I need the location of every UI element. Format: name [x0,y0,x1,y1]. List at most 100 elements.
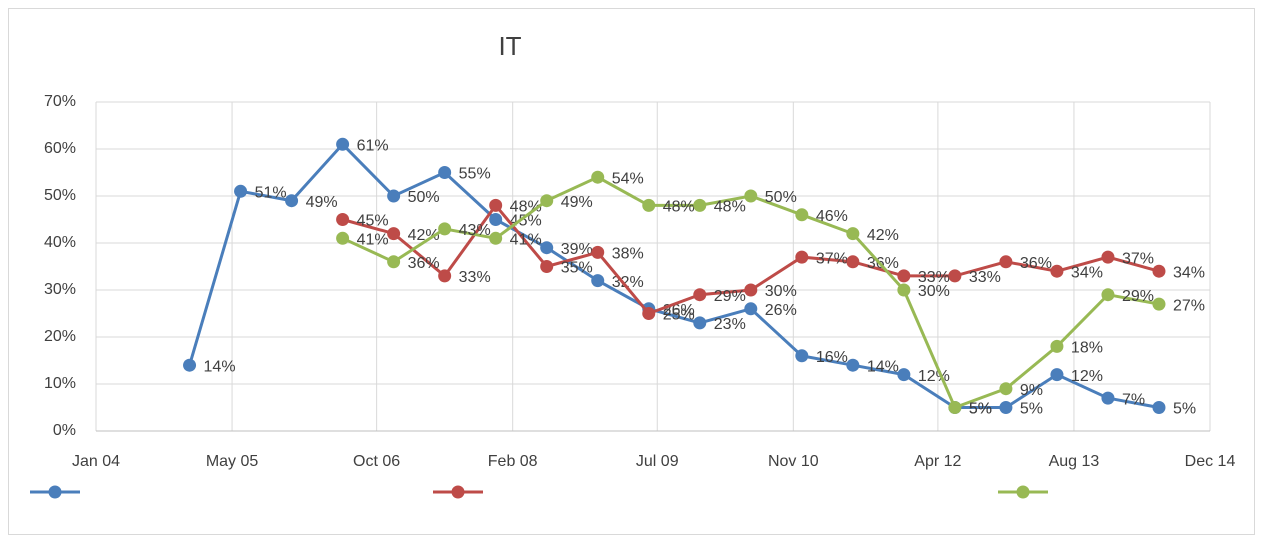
data-label: 23% [714,316,746,333]
data-point [387,189,401,203]
data-label: 36% [408,255,440,272]
data-label: 37% [816,250,848,267]
y-tick-label: 50% [44,187,76,204]
data-point [693,198,707,212]
data-point [744,302,758,316]
data-label: 50% [408,189,440,206]
data-point [489,213,503,226]
data-label: 29% [1122,288,1154,305]
data-point [744,189,758,203]
data-label: 5% [969,401,992,418]
data-point [1101,288,1115,302]
series-line [188,142,1160,409]
data-point [336,137,350,151]
data-point [999,255,1013,269]
data-point [1050,339,1064,353]
x-tick-label: Apr 12 [914,453,961,470]
data-point [438,222,452,236]
legend-marker [451,485,465,499]
data-point [591,170,605,184]
data-label: 55% [459,166,491,183]
y-tick-label: 70% [44,93,76,110]
data-point [897,368,911,382]
data-label: 14% [867,358,899,375]
data-label: 5% [1020,401,1043,418]
data-point [948,269,962,283]
data-point [846,358,860,372]
data-point [744,283,758,297]
data-label: 34% [1071,264,1103,281]
x-tick-label: Dec 14 [1185,453,1236,470]
data-label: 7% [1122,391,1145,408]
data-label: 45% [357,213,389,230]
data-label: 33% [918,269,950,286]
data-point [234,184,248,198]
data-label: 42% [867,227,899,244]
data-label: 35% [561,260,593,277]
data-label: 33% [969,269,1001,286]
data-label: 49% [306,194,338,211]
data-point [591,245,605,259]
data-point [540,241,554,255]
data-label: 36% [1020,255,1052,272]
data-label: 12% [1071,368,1103,385]
data-point [795,250,809,264]
data-point [540,194,554,208]
data-point [1101,391,1115,405]
data-point [489,231,503,245]
data-label: 30% [918,283,950,300]
data-point [183,358,197,372]
legend-marker [1016,485,1030,499]
data-label: 49% [561,194,593,211]
data-point [1050,368,1064,382]
data-label: 48% [663,199,695,216]
data-label: 38% [612,246,644,263]
data-point [387,255,401,269]
data-label: 29% [714,288,746,305]
data-point [948,401,962,414]
data-label: 5% [969,401,992,418]
data-label: 27% [1173,297,1205,314]
y-tick-label: 30% [44,281,76,298]
data-point [897,283,911,297]
data-label: 41% [510,232,542,249]
data-point [591,274,605,288]
data-label: 50% [765,189,797,206]
data-label: 48% [714,199,746,216]
data-label: 33% [459,269,491,286]
data-point [846,227,860,241]
data-label: 42% [408,227,440,244]
x-tick-label: Oct 06 [353,453,400,470]
data-label: 51% [255,185,287,202]
data-label: 36% [867,255,899,272]
data-point [438,166,452,179]
y-tick-label: 60% [44,140,76,157]
data-label: 45% [510,213,542,230]
data-point [438,269,452,283]
data-point [846,255,860,269]
data-label: 41% [357,232,389,249]
data-point [999,401,1013,414]
data-point [336,213,350,226]
data-point [795,349,809,363]
data-point [540,260,554,273]
data-label: 30% [765,283,797,300]
data-label: 61% [357,138,389,155]
data-label: 5% [1173,401,1196,418]
y-tick-label: 40% [44,234,76,251]
data-label: 34% [1173,264,1205,281]
data-point [336,231,350,245]
data-label: 14% [204,358,236,375]
data-label: 18% [1071,340,1103,357]
data-point [285,194,299,208]
legend-marker [48,485,62,499]
data-label: 43% [459,222,491,239]
data-label: 39% [561,241,593,258]
data-point [642,198,656,212]
data-point [795,208,809,222]
x-tick-label: Feb 08 [488,453,538,470]
data-point [897,269,911,283]
data-point [693,316,707,330]
